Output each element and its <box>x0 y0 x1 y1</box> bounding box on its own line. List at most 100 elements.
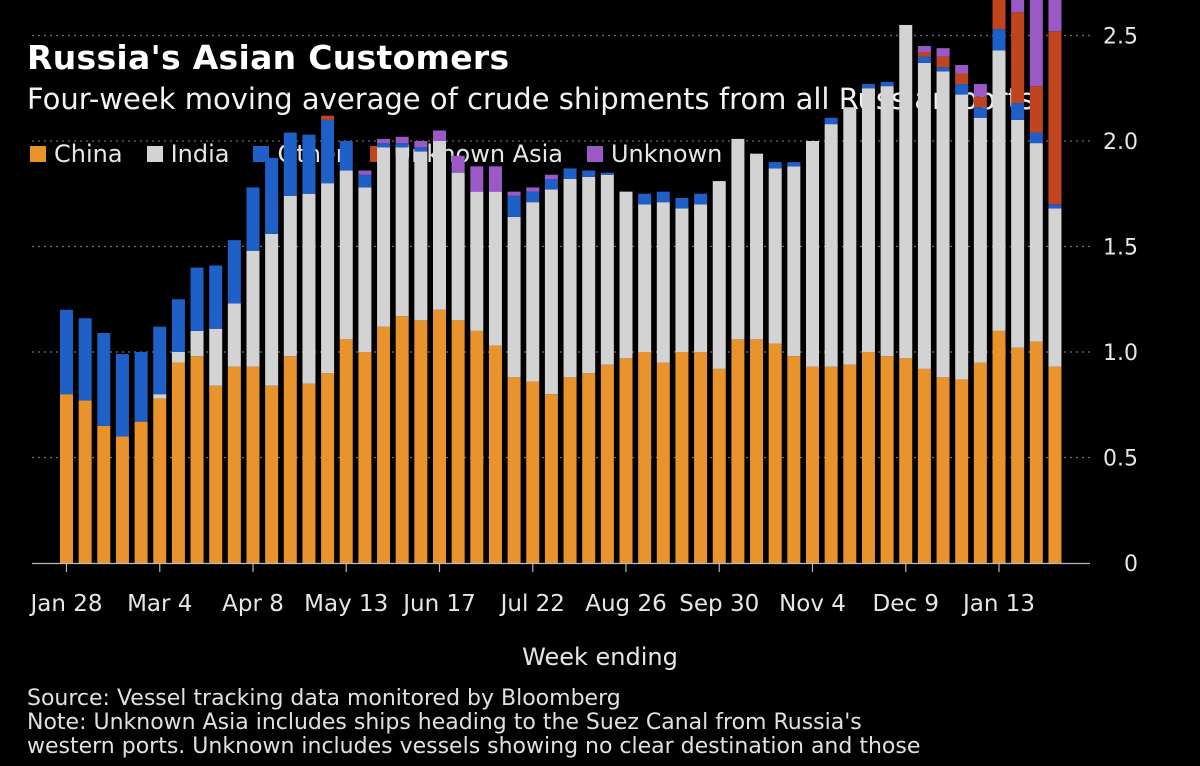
bar-segment-other <box>60 309 73 395</box>
bar-segment-china <box>134 421 148 563</box>
x-tick-label: Jan 28 <box>28 591 102 617</box>
bar-segment-china <box>694 352 708 563</box>
bar-segment-india <box>190 330 204 357</box>
legend-swatch-china <box>30 146 46 162</box>
bar-segment-china <box>302 383 316 563</box>
bar-segment-other <box>526 191 540 203</box>
bar-segment-other <box>153 326 167 395</box>
bar-segment-china <box>936 377 950 563</box>
bar-segment-china <box>414 320 428 563</box>
bar-segment-india <box>656 202 670 363</box>
bar-segment-other <box>675 197 689 209</box>
bar-segment-china <box>209 385 223 563</box>
bar-segment-india <box>563 178 577 378</box>
bar-segment-china <box>395 316 409 563</box>
bar-segment-india <box>899 24 913 359</box>
legend-item-india: India <box>146 140 230 168</box>
legend-item-unknown: Unknown <box>586 140 722 168</box>
bar-segment-other <box>171 299 185 352</box>
bar-segment-india <box>414 151 428 321</box>
bar-segment-other <box>880 81 894 87</box>
bar-segment-unknown <box>917 46 931 53</box>
x-tick-label: May 13 <box>304 591 388 617</box>
bar-segment-unknown <box>470 166 484 192</box>
bar-segment-india <box>321 183 335 374</box>
bar-segment-india <box>507 216 521 378</box>
bar-segment-india <box>638 204 652 352</box>
bar-segment-india <box>302 193 316 384</box>
bar-segment-india <box>787 166 801 357</box>
bar-segment-unknown-asia <box>1011 12 1025 104</box>
bar-segment-china <box>619 358 633 563</box>
bar-segment-unknown-asia <box>1048 31 1062 205</box>
bar-segment-unknown <box>1048 0 1062 32</box>
bar-segment-china <box>358 352 372 563</box>
bar-segment-india <box>451 172 465 321</box>
bar-segment-china <box>171 362 185 563</box>
x-tick-label: Sep 30 <box>679 591 759 617</box>
legend-swatch-unknown <box>586 146 603 162</box>
bar-segment-india <box>582 176 596 374</box>
bar-segment-unknown <box>451 155 465 173</box>
bar-segment-china <box>1011 347 1025 563</box>
bar-segment-china <box>992 330 1006 563</box>
bar-segment-china <box>433 309 446 563</box>
bar-segment-india <box>768 168 782 344</box>
legend-label-china: China <box>54 140 123 168</box>
bar-segment-other <box>190 267 204 331</box>
bar-segment-other <box>824 117 838 125</box>
bar-segment-other <box>955 84 969 95</box>
bar-segment-india <box>171 352 185 363</box>
bar-segment-unknown <box>936 48 950 57</box>
bar-segment-other <box>246 187 260 251</box>
bar-segment-india <box>470 191 484 331</box>
bar-segment-india <box>488 191 502 346</box>
bar-segment-china <box>600 364 614 563</box>
x-tick-label: Jun 17 <box>401 591 476 617</box>
bar-segment-other <box>265 157 279 234</box>
bar-segment-other <box>134 352 148 422</box>
bar-segment-china <box>843 364 857 563</box>
bar-segment-china <box>899 358 913 563</box>
legend-label-india: India <box>170 140 230 168</box>
bar-segment-china <box>563 377 577 563</box>
bar-segment-india <box>731 138 745 340</box>
bar-segment-india <box>209 328 223 386</box>
y-tick-label: 2.0 <box>1103 130 1138 155</box>
bar-segment-china <box>917 368 931 563</box>
legend-item-china: China <box>30 140 123 168</box>
bar-segment-other <box>582 170 596 177</box>
bar-segment-india <box>880 86 894 357</box>
bar-segment-other <box>787 162 801 167</box>
x-tick-label: Mar 4 <box>127 591 192 617</box>
bar-segment-other <box>917 56 931 63</box>
y-tick-label: 1.5 <box>1103 236 1138 261</box>
x-tick-label: Dec 9 <box>873 591 939 617</box>
bar-segment-unknown <box>488 166 502 192</box>
bar-segment-other <box>694 193 708 205</box>
bar-segment-india <box>955 94 969 380</box>
bar-segment-india <box>358 187 372 352</box>
bar-segment-unknown-asia <box>321 115 335 120</box>
bar-segment-china <box>712 368 726 563</box>
bar-segment-china <box>283 356 297 563</box>
bar-segment-india <box>395 147 409 317</box>
bar-segment-unknown <box>1029 0 1043 87</box>
bar-segment-other <box>78 318 92 401</box>
bar-segment-china <box>227 366 241 563</box>
bar-segment-unknown <box>433 130 446 141</box>
y-tick-label: 2.5 <box>1103 25 1138 50</box>
bar-segment-other <box>973 107 987 118</box>
bar-segment-china <box>115 436 129 563</box>
source-text: Source: Vessel tracking data monitored b… <box>27 686 621 711</box>
bar-segment-china <box>880 356 894 563</box>
bar-segment-china <box>675 352 689 563</box>
x-tick-label: Aug 26 <box>585 591 667 617</box>
bar-segment-unknown-asia <box>955 73 969 85</box>
bar-segment-other <box>227 240 241 304</box>
x-tick-label: Jan 13 <box>961 591 1035 617</box>
bar-segment-unknown <box>395 136 409 144</box>
bar-segment-india <box>377 147 391 327</box>
bar-segment-other <box>768 162 782 169</box>
bar-segment-china <box>339 339 353 563</box>
